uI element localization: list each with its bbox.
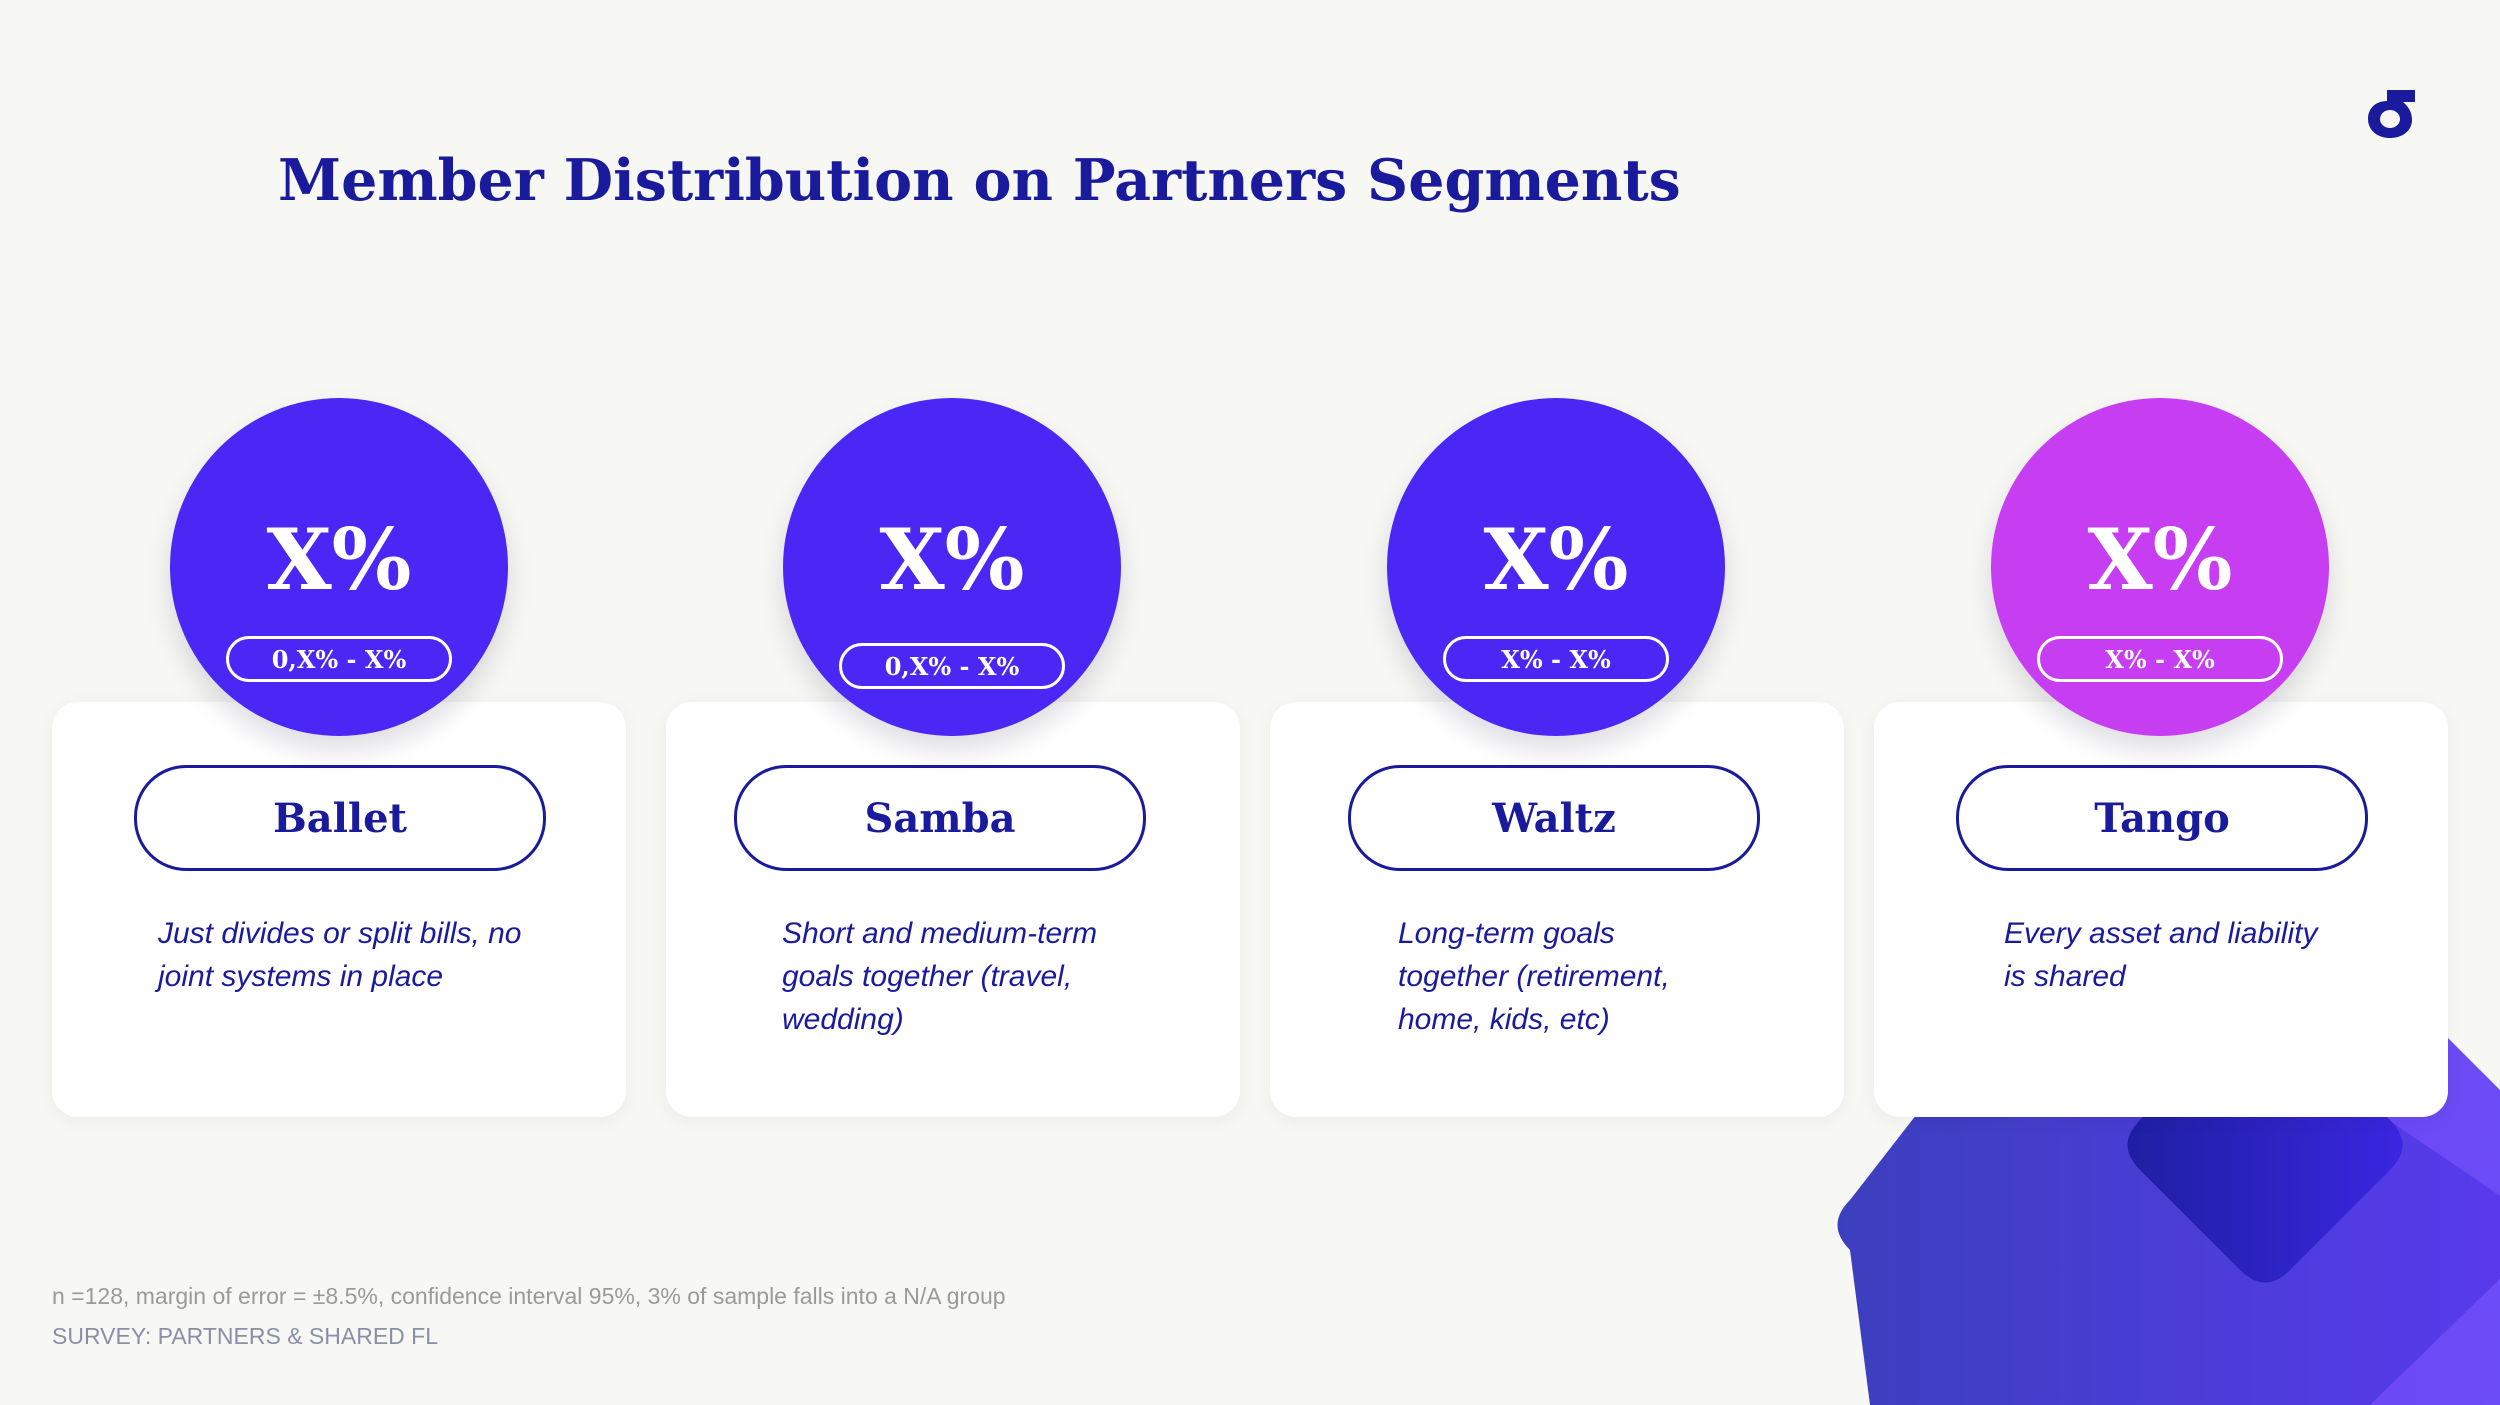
sample-footnote: n =128, margin of error = ±8.5%, confide… — [52, 1283, 1006, 1309]
segment-range-pill: X% - X% — [1443, 636, 1669, 682]
segment-name-pill: Samba — [734, 765, 1146, 871]
segment-range-pill: X% - X% — [2037, 636, 2283, 682]
segment-description: Long-term goals together (retirement, ho… — [1398, 917, 1670, 1036]
segment-circle-waltz: X% X% - X% — [1387, 398, 1725, 736]
sigma-logo-icon — [2367, 90, 2415, 138]
segment-name-pill: Waltz — [1348, 765, 1760, 871]
segment-card-samba: Samba Short and medium-term goals togeth… — [666, 702, 1240, 1117]
segment-name-pill: Tango — [1956, 765, 2368, 871]
segment-card-tango: Tango Every asset and liability is share… — [1874, 702, 2448, 1117]
segment-percent: X% — [1483, 510, 1629, 609]
segment-percent: X% — [2087, 510, 2233, 609]
segment-range-pill: 0,X% - X% — [226, 636, 452, 682]
segment-card-waltz: Waltz Long-term goals together (retireme… — [1270, 702, 1844, 1117]
segment-percent: X% — [266, 510, 412, 609]
segment-description: Just divides or split bills, no joint sy… — [158, 917, 522, 993]
segment-name-pill: Ballet — [134, 765, 546, 871]
segment-circle-tango: X% X% - X% — [1991, 398, 2329, 736]
segment-circle-samba: X% 0,X% - X% — [783, 398, 1121, 736]
segment-card-ballet: Ballet Just divides or split bills, no j… — [52, 702, 626, 1117]
page-title: Member Distribution on Partners Segments — [278, 147, 1681, 214]
segment-circle-ballet: X% 0,X% - X% — [170, 398, 508, 736]
survey-source: SURVEY: PARTNERS & SHARED FL — [52, 1323, 439, 1349]
segment-description: Short and medium-term goals together (tr… — [782, 917, 1098, 1036]
segment-percent: X% — [879, 510, 1025, 609]
segment-range-pill: 0,X% - X% — [839, 643, 1065, 689]
segment-description: Every asset and liability is shared — [2004, 917, 2318, 993]
